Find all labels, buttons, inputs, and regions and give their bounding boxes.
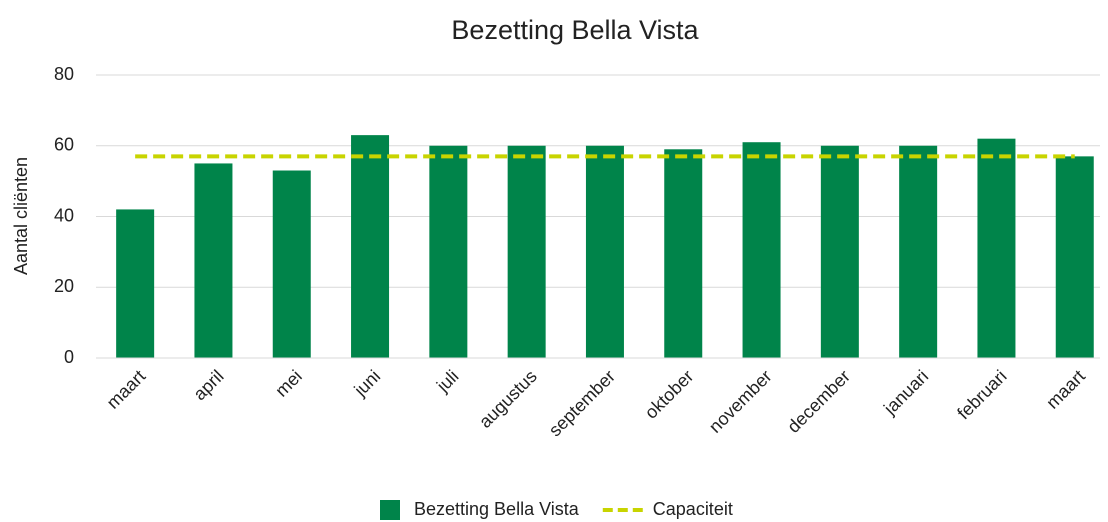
x-tick-label: juli — [432, 366, 462, 396]
x-tick-label: april — [189, 366, 227, 404]
chart-title: Bezetting Bella Vista — [451, 15, 699, 45]
bar — [1055, 156, 1094, 358]
x-tick-label: november — [705, 366, 776, 437]
x-tick-label: september — [545, 366, 619, 440]
y-tick-label: 80 — [54, 64, 74, 84]
x-tick-label: maart — [1042, 366, 1089, 413]
bar — [507, 145, 546, 358]
y-tick-label: 0 — [64, 347, 74, 367]
y-axis-title: Aantal cliënten — [11, 157, 31, 275]
y-tick-label: 60 — [54, 135, 74, 155]
bar — [116, 209, 155, 358]
x-tick-label: oktober — [641, 366, 698, 423]
x-tick-label: maart — [103, 366, 150, 413]
x-tick-label: mei — [271, 366, 306, 401]
x-tick-label: februari — [953, 366, 1010, 423]
legend-label: Bezetting Bella Vista — [414, 499, 580, 519]
bar — [272, 170, 311, 358]
bar — [977, 138, 1016, 358]
bar — [585, 145, 624, 358]
x-tick-label: augustus — [475, 366, 541, 432]
bar — [194, 163, 233, 358]
legend-swatch — [380, 500, 400, 520]
x-tick-label: juni — [350, 366, 385, 401]
bar — [899, 145, 938, 358]
bar — [429, 145, 468, 358]
bar — [664, 149, 703, 358]
bar — [820, 145, 859, 358]
y-tick-label: 40 — [54, 205, 74, 225]
x-tick-label: januari — [879, 366, 932, 419]
bar — [742, 142, 781, 358]
x-tick-label: december — [783, 366, 854, 437]
bar — [351, 135, 390, 358]
y-tick-label: 20 — [54, 276, 74, 296]
legend-label: Capaciteit — [653, 499, 733, 519]
